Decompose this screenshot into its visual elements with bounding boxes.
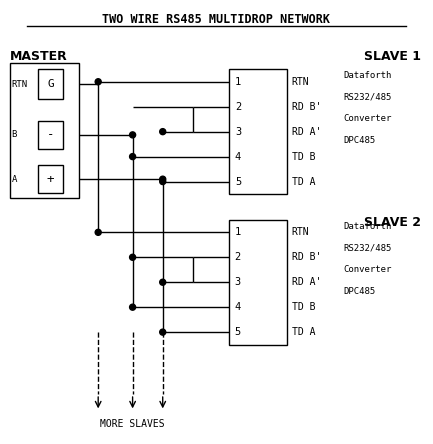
Circle shape xyxy=(129,304,136,310)
Text: 2: 2 xyxy=(234,252,241,262)
Text: +: + xyxy=(47,173,54,186)
Text: 5: 5 xyxy=(235,177,241,186)
Circle shape xyxy=(129,154,136,159)
Circle shape xyxy=(160,176,166,182)
Text: 2: 2 xyxy=(235,102,241,112)
Circle shape xyxy=(95,79,101,85)
Text: A: A xyxy=(12,174,17,184)
Text: TD A: TD A xyxy=(292,327,315,337)
Text: MASTER: MASTER xyxy=(10,50,68,63)
Text: 4: 4 xyxy=(235,151,241,162)
Text: RTN: RTN xyxy=(292,77,310,87)
Bar xyxy=(38,121,63,149)
Circle shape xyxy=(160,329,166,335)
Text: Converter: Converter xyxy=(343,115,392,123)
Text: TD B: TD B xyxy=(292,151,315,162)
Bar xyxy=(10,63,79,198)
Text: TD A: TD A xyxy=(292,177,315,186)
Text: 1: 1 xyxy=(235,77,241,87)
Circle shape xyxy=(129,132,136,138)
Text: RS232/485: RS232/485 xyxy=(343,243,392,253)
Text: 3: 3 xyxy=(234,277,241,287)
Text: G: G xyxy=(47,79,54,89)
Text: SLAVE 2: SLAVE 2 xyxy=(364,215,421,229)
Text: B: B xyxy=(12,131,17,139)
Text: TWO WIRE RS485 MULTIDROP NETWORK: TWO WIRE RS485 MULTIDROP NETWORK xyxy=(103,13,330,26)
Bar xyxy=(229,220,288,345)
Text: Converter: Converter xyxy=(343,265,392,274)
Text: 3: 3 xyxy=(235,127,241,137)
Text: RD A': RD A' xyxy=(292,277,321,287)
Text: Dataforth: Dataforth xyxy=(343,222,392,231)
Text: -: - xyxy=(47,128,54,141)
Text: DPC485: DPC485 xyxy=(343,286,376,296)
Circle shape xyxy=(160,279,166,285)
Text: 4: 4 xyxy=(234,302,241,312)
Circle shape xyxy=(95,229,101,235)
Text: 1: 1 xyxy=(234,227,241,238)
Bar xyxy=(38,69,63,99)
Text: 5: 5 xyxy=(234,327,241,337)
Text: RD B': RD B' xyxy=(292,102,321,112)
Text: RS232/485: RS232/485 xyxy=(343,93,392,102)
Circle shape xyxy=(129,254,136,260)
Text: RTN: RTN xyxy=(12,80,28,89)
Text: RD B': RD B' xyxy=(292,252,321,262)
Circle shape xyxy=(160,178,166,185)
Text: RTN: RTN xyxy=(292,227,310,238)
Bar xyxy=(38,165,63,193)
Text: TD B: TD B xyxy=(292,302,315,312)
Text: RD A': RD A' xyxy=(292,127,321,137)
Text: DPC485: DPC485 xyxy=(343,136,376,145)
Circle shape xyxy=(160,129,166,135)
Text: SLAVE 1: SLAVE 1 xyxy=(364,50,421,63)
Text: MORE SLAVES: MORE SLAVES xyxy=(100,420,165,429)
Bar xyxy=(229,69,288,194)
Text: Dataforth: Dataforth xyxy=(343,71,392,80)
